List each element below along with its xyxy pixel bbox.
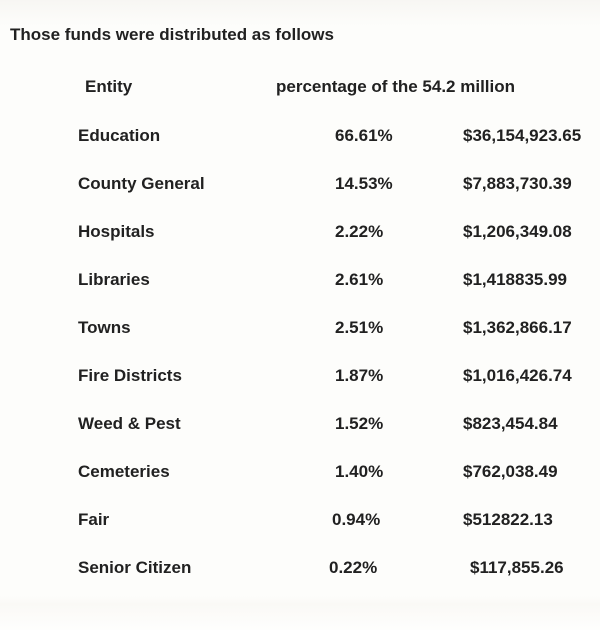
percent-cell: 66.61% <box>335 126 393 145</box>
percent-cell: 1.87% <box>335 366 384 385</box>
table-row: Towns 2.51% $1,362,866.17 <box>0 317 600 365</box>
table-header-row: Entity percentage of the 54.2 million <box>0 76 600 98</box>
percentage-column-header: percentage of the 54.2 million <box>276 77 516 96</box>
amount-cell: $36,154,923.65 <box>463 126 582 145</box>
funds-table: Education 66.61% $36,154,923.65 County G… <box>0 125 600 605</box>
entity-cell: Fire Districts <box>78 366 182 385</box>
entity-cell: Senior Citizen <box>78 558 192 577</box>
entity-cell: Weed & Pest <box>78 414 181 433</box>
table-row: Education 66.61% $36,154,923.65 <box>0 125 600 173</box>
entity-cell: Cemeteries <box>78 462 170 481</box>
percent-cell: 0.94% <box>332 510 381 529</box>
entity-column-header: Entity <box>85 77 133 96</box>
amount-cell: $117,855.26 <box>470 558 564 577</box>
percent-cell: 0.22% <box>329 558 378 577</box>
amount-cell: $823,454.84 <box>463 414 558 433</box>
percent-cell: 1.40% <box>335 462 384 481</box>
table-row: Hospitals 2.22% $1,206,349.08 <box>0 221 600 269</box>
amount-cell: $1,206,349.08 <box>463 222 572 241</box>
table-row: Fire Districts 1.87% $1,016,426.74 <box>0 365 600 413</box>
page-title: Those funds were distributed as follows <box>10 25 334 44</box>
table-row: Cemeteries 1.40% $762,038.49 <box>0 461 600 509</box>
table-row: Libraries 2.61% $1,418835.99 <box>0 269 600 317</box>
table-row: Senior Citizen 0.22% $117,855.26 <box>0 557 600 605</box>
entity-cell: Libraries <box>78 270 150 289</box>
table-row: Weed & Pest 1.52% $823,454.84 <box>0 413 600 461</box>
percent-cell: 1.52% <box>335 414 384 433</box>
amount-cell: $1,016,426.74 <box>463 366 572 385</box>
entity-cell: Fair <box>78 510 110 529</box>
entity-cell: Towns <box>78 318 131 337</box>
entity-cell: Education <box>78 126 161 145</box>
percent-cell: 2.61% <box>335 270 384 289</box>
amount-cell: $7,883,730.39 <box>463 174 572 193</box>
entity-cell: Hospitals <box>78 222 155 241</box>
amount-cell: $762,038.49 <box>463 462 558 481</box>
percent-cell: 2.22% <box>335 222 384 241</box>
amount-cell: $1,418835.99 <box>463 270 567 289</box>
amount-cell: $512822.13 <box>463 510 553 529</box>
amount-cell: $1,362,866.17 <box>463 318 572 337</box>
table-row: County General 14.53% $7,883,730.39 <box>0 173 600 221</box>
percent-cell: 14.53% <box>335 174 393 193</box>
table-row: Fair 0.94% $512822.13 <box>0 509 600 557</box>
entity-cell: County General <box>78 174 205 193</box>
percent-cell: 2.51% <box>335 318 384 337</box>
